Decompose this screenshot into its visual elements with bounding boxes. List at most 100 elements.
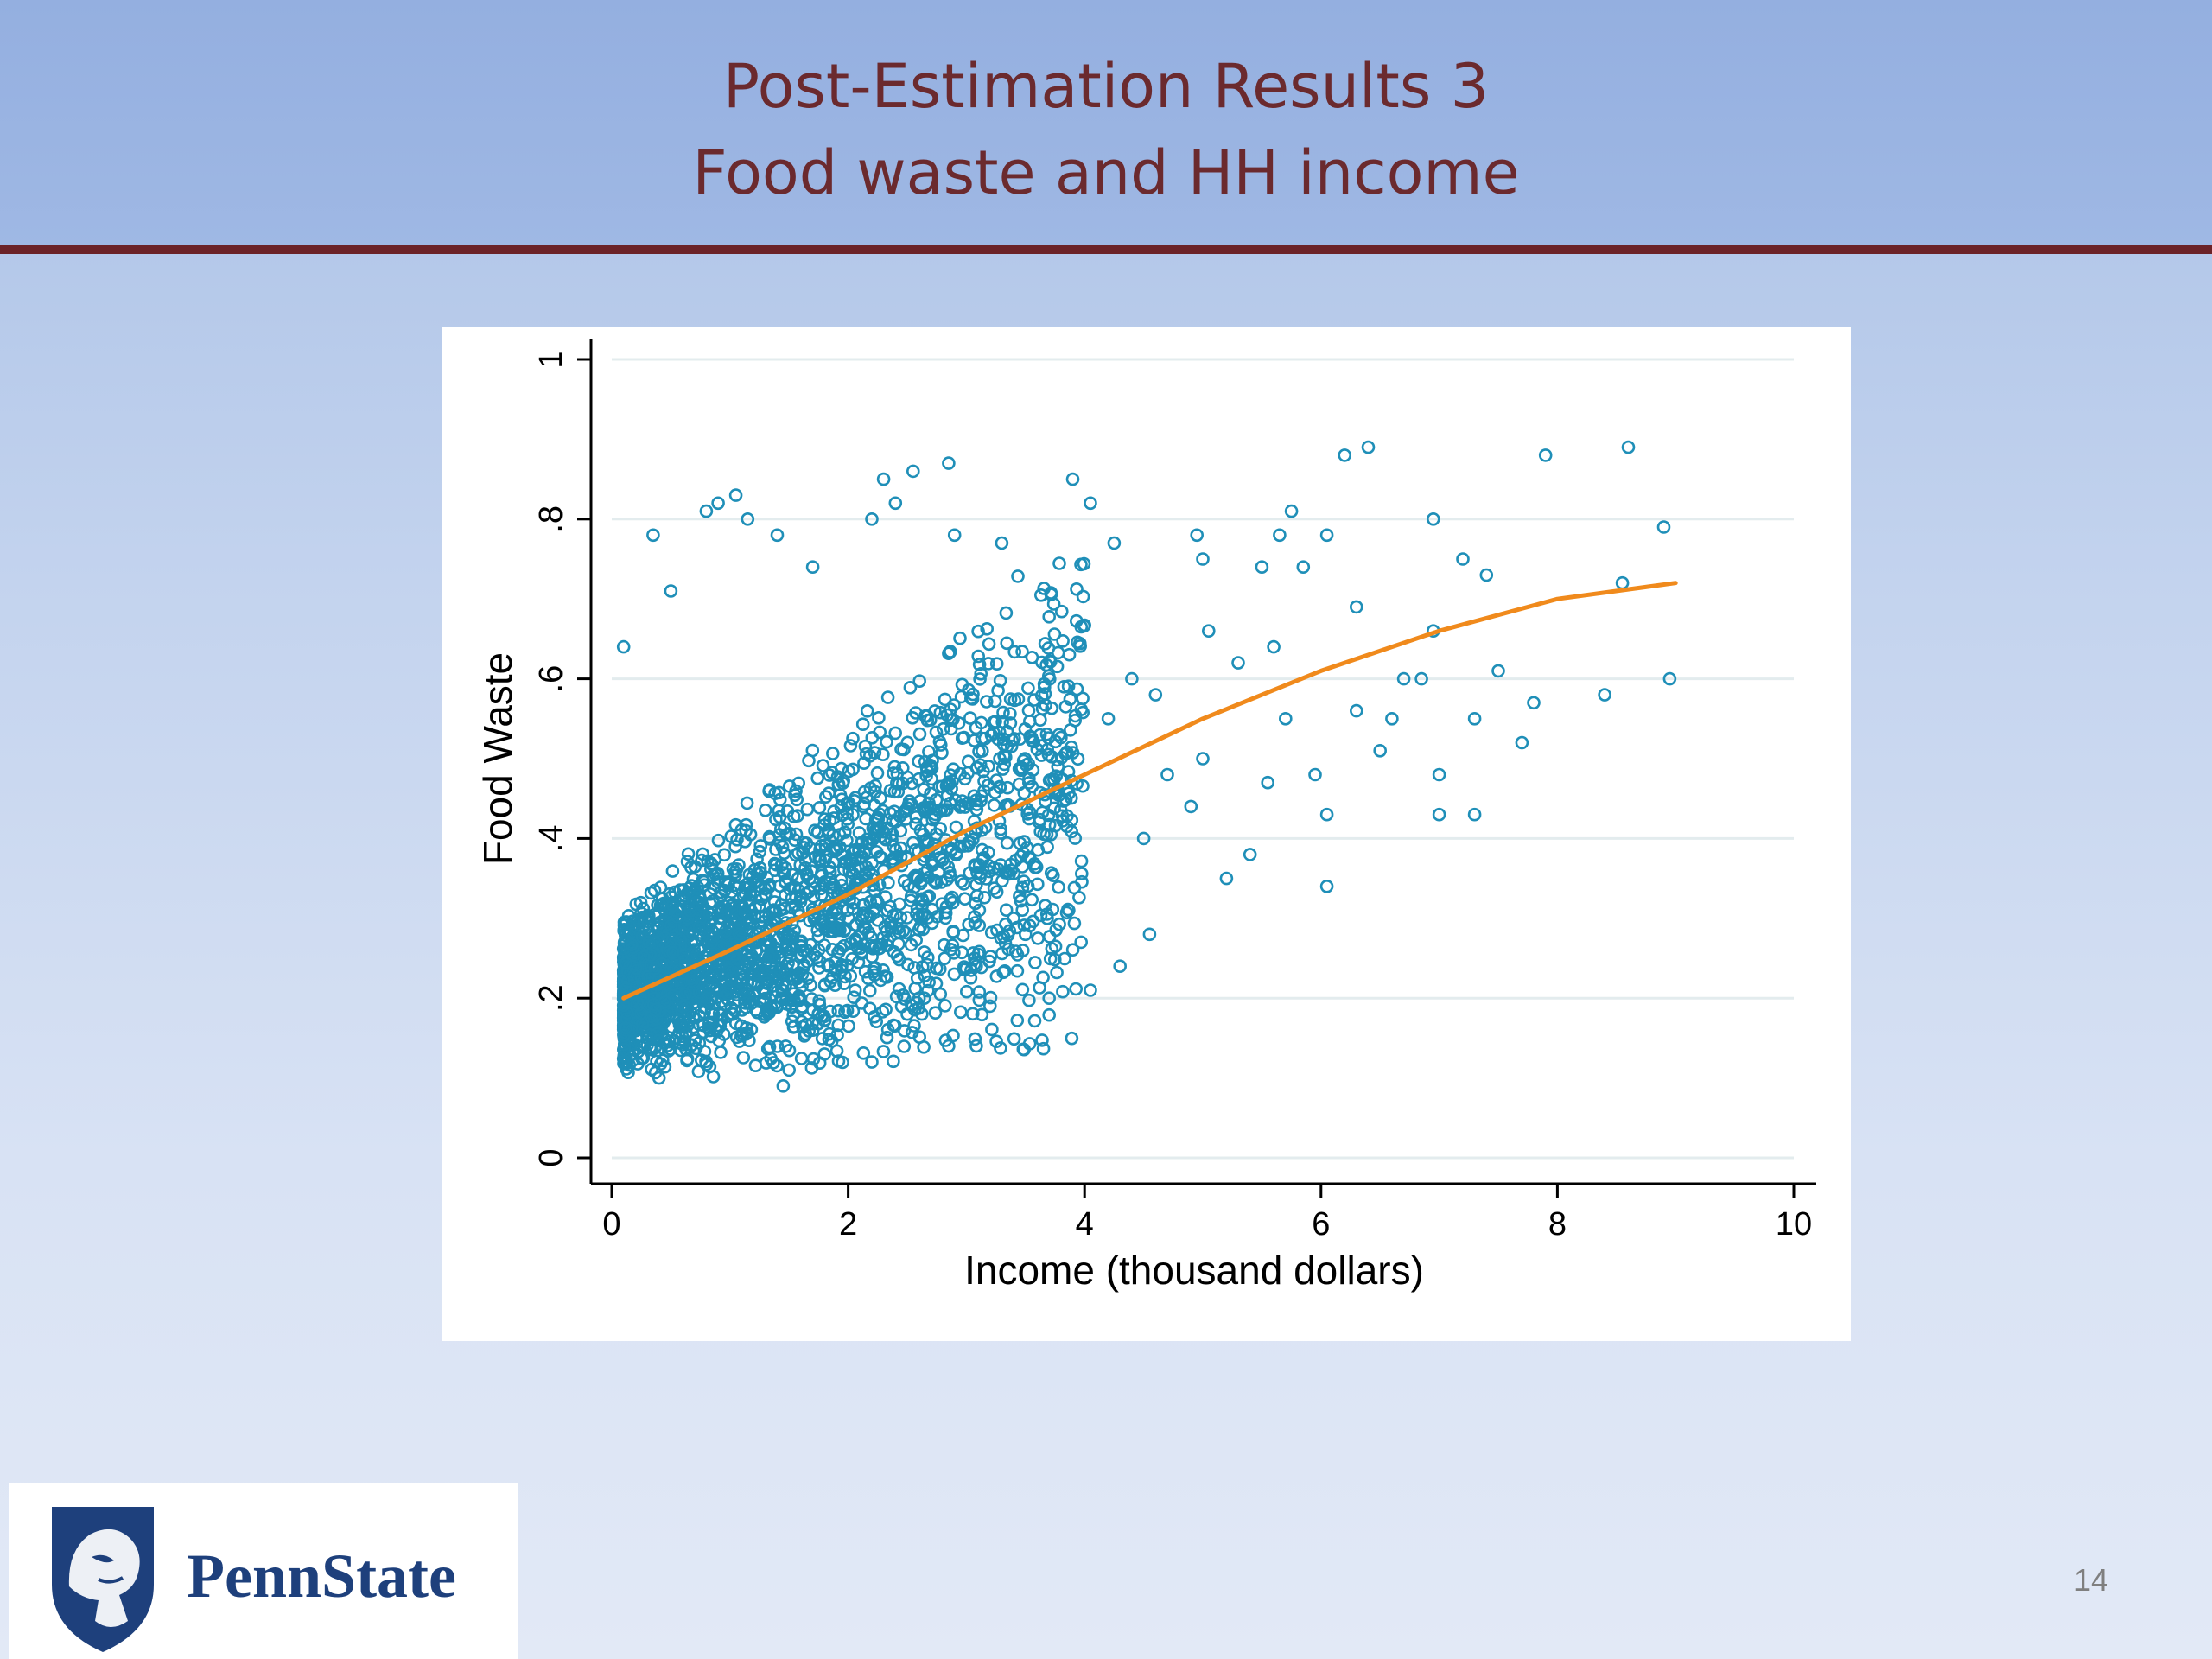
data-point: [806, 889, 821, 904]
data-point: [863, 909, 877, 924]
data-point: [646, 997, 661, 1012]
data-point: [852, 844, 866, 859]
data-point: [1033, 908, 1048, 923]
data-point: [957, 877, 971, 891]
data-point: [929, 961, 944, 976]
data-point: [1084, 496, 1097, 511]
data-point: [721, 963, 736, 976]
data-point: [1042, 1007, 1057, 1022]
data-point: [814, 887, 829, 902]
data-point: [968, 916, 982, 930]
data-point: [699, 504, 714, 518]
data-point: [987, 798, 1001, 812]
data-point: [982, 657, 995, 671]
x-tick-label: 6: [1312, 1206, 1330, 1243]
data-point: [1001, 780, 1014, 795]
data-point: [640, 1031, 654, 1046]
data-point: [876, 472, 891, 486]
data-point: [680, 855, 695, 868]
data-point: [1070, 682, 1084, 696]
data-point: [838, 1005, 852, 1020]
data-point: [855, 899, 870, 912]
data-point: [837, 825, 852, 840]
x-tick-label: 0: [602, 1206, 620, 1243]
data-point: [677, 1034, 691, 1049]
data-point: [869, 844, 884, 859]
data-point: [1075, 874, 1089, 889]
data-point: [955, 794, 969, 808]
data-point: [903, 680, 918, 695]
data-point: [620, 915, 633, 929]
data-point: [791, 871, 805, 885]
data-point: [871, 811, 886, 826]
data-point: [912, 991, 926, 1006]
data-point: [944, 713, 958, 728]
data-point: [1361, 440, 1376, 454]
data-point: [1022, 993, 1036, 1007]
data-point: [776, 1078, 791, 1093]
data-point: [1062, 903, 1076, 918]
data-point: [740, 877, 753, 892]
data-point: [689, 895, 703, 910]
data-point: [1003, 707, 1017, 721]
data-point: [791, 883, 806, 898]
data-point: [896, 924, 911, 938]
data-point: [979, 872, 994, 886]
data-point: [728, 488, 743, 502]
data-point: [860, 703, 874, 718]
data-point: [634, 1007, 648, 1020]
data-point: [994, 822, 1008, 836]
data-point: [834, 873, 849, 887]
data-point: [1051, 645, 1065, 660]
data-point: [1052, 728, 1066, 742]
data-point: [812, 800, 827, 815]
data-point: [1033, 728, 1047, 742]
data-point: [888, 496, 903, 511]
data-point: [767, 895, 782, 909]
data-point: [944, 890, 959, 905]
data-point: [730, 951, 745, 966]
data-point: [983, 950, 998, 963]
data-point: [996, 732, 1011, 747]
data-point: [977, 890, 992, 905]
y-axis-label: Food Waste: [475, 652, 520, 865]
data-point: [1007, 645, 1022, 659]
data-point: [1042, 930, 1057, 944]
data-point: [878, 969, 893, 983]
data-point: [876, 747, 890, 762]
data-point: [929, 976, 944, 991]
data-point: [766, 1056, 780, 1070]
data-point: [738, 834, 753, 849]
data-point: [1065, 943, 1080, 957]
data-point: [1057, 679, 1071, 694]
data-point: [928, 1006, 943, 1020]
data-point: [770, 528, 785, 543]
data-point: [795, 1000, 810, 1014]
data-point: [1047, 627, 1062, 641]
data-point: [979, 695, 994, 709]
data-point: [1052, 556, 1066, 570]
data-point: [1467, 807, 1482, 822]
data-point: [961, 754, 976, 769]
data-point: [652, 1071, 666, 1085]
data-point: [1058, 951, 1071, 966]
data-point: [782, 1043, 797, 1058]
data-point: [831, 1054, 846, 1068]
data-point: [811, 1016, 825, 1031]
data-point: [828, 978, 842, 993]
data-point: [906, 836, 920, 850]
data-point: [661, 1044, 676, 1058]
data-point: [619, 1020, 633, 1035]
logo-graphic: PennState: [52, 1507, 456, 1652]
data-point: [1038, 637, 1052, 651]
data-point: [915, 892, 929, 906]
data-point: [907, 1019, 921, 1033]
data-point: [641, 969, 655, 984]
data-point: [991, 862, 1006, 876]
data-point: [989, 657, 1004, 671]
data-point: [988, 694, 1002, 709]
data-point: [978, 731, 993, 746]
data-point: [909, 817, 923, 831]
data-point: [1076, 589, 1090, 604]
data-point: [729, 1030, 744, 1045]
